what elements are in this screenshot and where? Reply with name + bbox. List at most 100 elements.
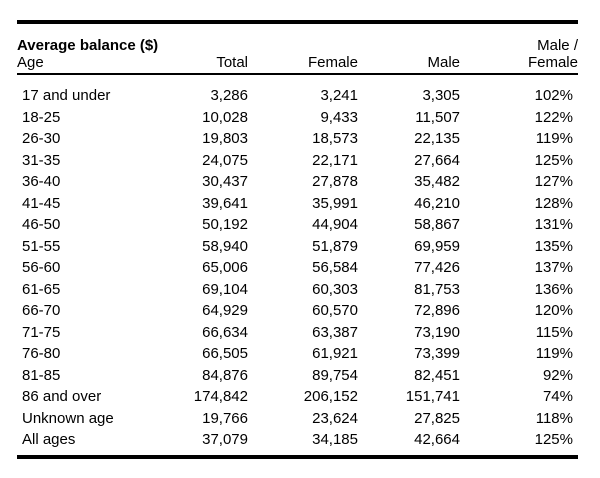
age-cell: 51-55 — [22, 237, 61, 255]
age-cell: 81-85 — [22, 366, 61, 384]
header-male-female-line1: Male / — [537, 37, 578, 54]
table-row: 86 and over 174,842 206,152 151,741 74% — [17, 386, 578, 408]
age-cell: 36-40 — [22, 173, 61, 190]
female-cell: 51,879 — [312, 237, 358, 255]
age-cell: 17 and under — [22, 87, 111, 104]
female-cell: 89,754 — [312, 366, 358, 384]
age-cell: 71-75 — [22, 323, 61, 341]
table-row: 61-65 69,104 60,303 81,753 136% — [17, 279, 578, 301]
table-row: 46-50 50,192 44,904 58,867 131% — [17, 214, 578, 236]
female-cell: 34,185 — [312, 431, 358, 448]
average-balance-table: Average balance ($) Male / Age Total Fem… — [17, 20, 578, 459]
female-cell: 35,991 — [312, 194, 358, 212]
male-cell: 3,305 — [422, 87, 460, 104]
table-row: Unknown age 19,766 23,624 27,825 118% — [17, 408, 578, 430]
table-row: 31-35 24,075 22,171 27,664 125% — [17, 150, 578, 172]
table-row: 71-75 66,634 63,387 73,190 115% — [17, 322, 578, 344]
table-row: 18-25 10,028 9,433 11,507 122% — [17, 107, 578, 129]
total-cell: 24,075 — [202, 151, 248, 169]
female-cell: 44,904 — [312, 216, 358, 233]
age-cell: 26-30 — [22, 130, 61, 147]
total-cell: 66,505 — [202, 345, 248, 362]
female-cell: 63,387 — [312, 323, 358, 341]
male-female-ratio-cell: 74% — [542, 388, 573, 405]
total-cell: 66,634 — [202, 323, 248, 341]
female-cell: 3,241 — [320, 87, 358, 104]
age-cell: 61-65 — [22, 280, 61, 298]
table-title: Average balance ($) — [17, 37, 159, 54]
male-cell: 77,426 — [414, 259, 460, 276]
male-cell: 58,867 — [414, 216, 460, 233]
column-header-row: Age Total Female Male Female — [17, 54, 578, 74]
total-cell: 30,437 — [202, 173, 248, 190]
male-female-ratio-cell: 102% — [534, 87, 573, 104]
age-cell: 31-35 — [22, 151, 61, 169]
table-row: 81-85 84,876 89,754 82,451 92% — [17, 365, 578, 387]
age-cell: 76-80 — [22, 345, 61, 362]
age-cell: 56-60 — [22, 259, 61, 276]
header-male-female-line2: Female — [527, 54, 578, 71]
total-cell: 39,641 — [202, 194, 248, 212]
male-cell: 11,507 — [415, 108, 460, 126]
total-cell: 64,929 — [202, 302, 248, 319]
table-row: 56-60 65,006 56,584 77,426 137% — [17, 257, 578, 279]
male-female-ratio-cell: 118% — [535, 409, 573, 427]
female-cell: 18,573 — [312, 130, 358, 147]
male-female-ratio-cell: 115% — [535, 323, 573, 341]
male-female-ratio-cell: 131% — [534, 216, 573, 233]
age-cell: Unknown age — [22, 409, 114, 427]
female-cell: 60,303 — [312, 280, 358, 298]
age-cell: 46-50 — [22, 216, 61, 233]
table-row: 36-40 30,437 27,878 35,482 127% — [17, 171, 578, 193]
table-row: 17 and under 3,286 3,241 3,305 102% — [17, 74, 578, 107]
table-row: 51-55 58,940 51,879 69,959 135% — [17, 236, 578, 258]
male-cell: 27,664 — [414, 151, 460, 169]
female-cell: 27,878 — [312, 173, 358, 190]
female-cell: 60,570 — [312, 302, 358, 319]
male-cell: 46,210 — [414, 194, 460, 212]
total-cell: 84,876 — [202, 366, 248, 384]
female-cell: 206,152 — [303, 388, 358, 405]
male-female-ratio-cell: 127% — [534, 173, 573, 190]
female-cell: 61,921 — [312, 345, 358, 362]
male-cell: 22,135 — [414, 130, 460, 147]
total-cell: 174,842 — [193, 388, 248, 405]
total-cell: 10,028 — [202, 108, 248, 126]
female-cell: 23,624 — [312, 409, 358, 427]
table-row: 41-45 39,641 35,991 46,210 128% — [17, 193, 578, 215]
table-row: All ages 37,079 34,185 42,664 125% — [17, 429, 578, 457]
male-female-ratio-cell: 92% — [542, 366, 573, 384]
total-cell: 19,766 — [202, 409, 248, 427]
total-cell: 69,104 — [202, 280, 248, 298]
age-cell: 86 and over — [22, 388, 102, 405]
header-age: Age — [17, 54, 44, 71]
table-row: 66-70 64,929 60,570 72,896 120% — [17, 300, 578, 322]
header-female: Female — [307, 54, 358, 71]
male-female-ratio-cell: 128% — [534, 194, 573, 212]
age-cell: 66-70 — [22, 302, 61, 319]
male-female-ratio-cell: 125% — [534, 151, 573, 169]
male-cell: 72,896 — [414, 302, 460, 319]
total-cell: 58,940 — [202, 237, 248, 255]
male-cell: 151,741 — [405, 388, 460, 405]
total-cell: 65,006 — [202, 259, 248, 276]
male-female-ratio-cell: 119% — [535, 130, 573, 147]
table-row: 26-30 19,803 18,573 22,135 119% — [17, 128, 578, 150]
table-row: 76-80 66,505 61,921 73,399 119% — [17, 343, 578, 365]
total-cell: 3,286 — [210, 87, 248, 104]
table-title-cell: Average balance ($) — [17, 22, 460, 54]
male-female-ratio-cell: 119% — [535, 345, 573, 362]
age-cell: 18-25 — [22, 108, 61, 126]
male-female-ratio-cell: 125% — [534, 431, 573, 448]
male-cell: 81,753 — [414, 280, 460, 298]
male-cell: 82,451 — [414, 366, 460, 384]
total-cell: 50,192 — [202, 216, 248, 233]
male-cell: 35,482 — [414, 173, 460, 190]
male-female-ratio-cell: 135% — [534, 237, 573, 255]
male-female-ratio-cell: 136% — [534, 280, 573, 298]
female-cell: 56,584 — [312, 259, 358, 276]
male-female-ratio-cell: 137% — [534, 259, 573, 276]
total-cell: 19,803 — [202, 130, 248, 147]
header-male: Male — [427, 54, 460, 71]
